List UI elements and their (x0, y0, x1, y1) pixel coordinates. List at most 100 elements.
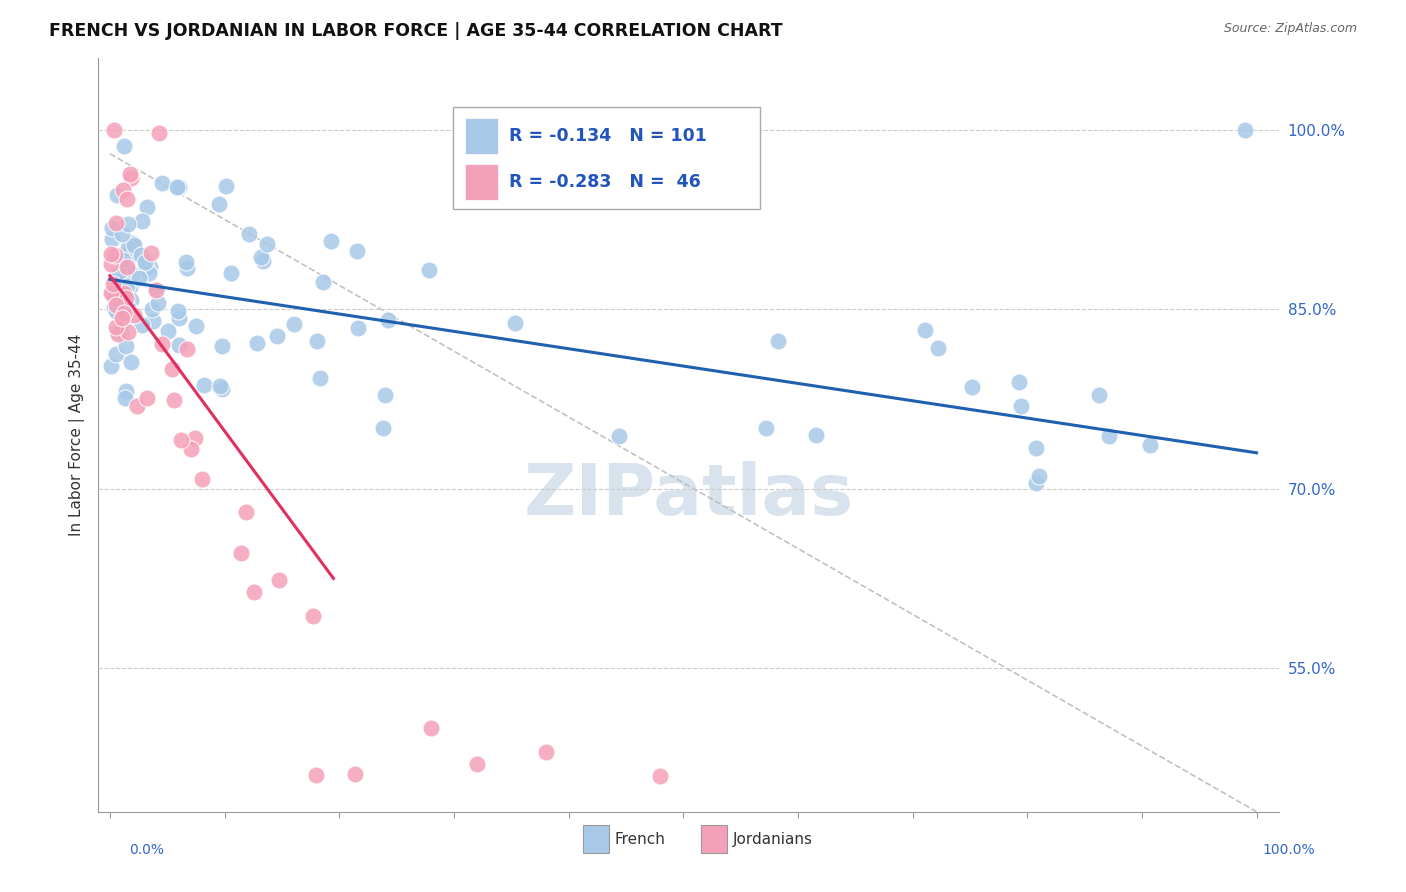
Point (465, 756, 488, 771)
Point (347, 321, 370, 335)
Text: 0.0%: 0.0% (129, 843, 165, 857)
Point (305, 334, 328, 349)
Point (120, 293, 142, 307)
Point (150, 337, 173, 351)
Point (209, 378, 232, 392)
Point (231, 546, 253, 560)
Point (112, 252, 135, 267)
Point (167, 338, 190, 352)
Point (1007, 375, 1029, 389)
Point (103, 277, 125, 292)
Point (650, 769, 672, 783)
Point (117, 192, 139, 206)
Point (105, 319, 128, 334)
Point (148, 126, 170, 140)
Point (105, 188, 128, 202)
Point (141, 301, 163, 316)
Text: Jordanians: Jordanians (733, 832, 813, 847)
Point (1234, 122, 1257, 136)
Point (120, 167, 142, 181)
Point (305, 767, 328, 781)
Point (131, 214, 153, 228)
Point (211, 383, 233, 397)
Point (139, 245, 162, 260)
Point (100, 359, 122, 373)
Point (136, 391, 159, 405)
Point (103, 301, 125, 315)
Point (103, 122, 125, 136)
Text: R = -0.283   N =  46: R = -0.283 N = 46 (509, 172, 702, 191)
Point (176, 260, 198, 275)
Point (111, 310, 134, 325)
Point (180, 442, 202, 456)
Point (115, 260, 138, 275)
Point (112, 139, 135, 153)
Point (118, 264, 141, 278)
Point (125, 247, 148, 261)
Point (804, 427, 827, 442)
Point (112, 273, 135, 287)
Point (100, 285, 122, 300)
Point (914, 323, 936, 337)
Point (184, 431, 207, 445)
Point (163, 393, 186, 408)
Point (256, 237, 278, 252)
Text: ZIPatlas: ZIPatlas (524, 460, 853, 530)
Point (115, 279, 138, 293)
Point (105, 347, 128, 361)
Point (193, 378, 215, 392)
Point (371, 421, 394, 435)
Point (125, 400, 148, 414)
Point (108, 274, 131, 288)
Point (108, 294, 131, 309)
Point (238, 227, 260, 241)
Point (267, 573, 290, 587)
Point (344, 767, 367, 781)
Point (145, 283, 167, 297)
Point (321, 234, 343, 248)
Point (135, 260, 157, 275)
Point (121, 235, 143, 250)
Point (176, 342, 198, 356)
Bar (582, 824, 609, 853)
Point (1139, 437, 1161, 451)
Point (755, 420, 778, 434)
Point (208, 197, 231, 211)
Point (101, 285, 124, 299)
Point (135, 200, 157, 214)
Point (312, 275, 335, 289)
Point (283, 317, 305, 331)
Point (302, 609, 325, 624)
Point (129, 248, 152, 262)
Point (105, 325, 128, 339)
Point (1098, 429, 1121, 443)
Point (377, 313, 399, 327)
Point (250, 250, 273, 264)
Point (346, 244, 368, 259)
Point (174, 255, 197, 269)
Point (252, 253, 274, 268)
Bar (464, 119, 498, 154)
Point (1088, 388, 1111, 402)
Point (118, 243, 141, 257)
Point (960, 380, 983, 394)
Point (122, 308, 145, 322)
Point (266, 329, 288, 343)
Point (768, 334, 790, 348)
Point (128, 271, 150, 285)
Point (211, 338, 233, 352)
Point (167, 180, 190, 194)
Text: Source: ZipAtlas.com: Source: ZipAtlas.com (1223, 22, 1357, 36)
Point (309, 371, 332, 385)
Point (166, 180, 188, 194)
Point (246, 336, 269, 351)
Point (150, 176, 173, 190)
Point (131, 318, 153, 332)
Text: R = -0.134   N = 101: R = -0.134 N = 101 (509, 128, 707, 145)
Point (156, 324, 179, 338)
Point (117, 217, 139, 231)
Y-axis label: In Labor Force | Age 35-44: In Labor Force | Age 35-44 (69, 334, 84, 536)
Point (117, 325, 139, 339)
Point (114, 384, 136, 399)
Point (1025, 476, 1047, 491)
